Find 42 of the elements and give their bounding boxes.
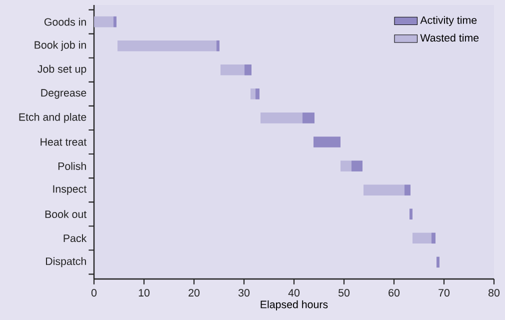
bar (412, 232, 432, 244)
bar (314, 136, 340, 148)
x-tick-label: 0 (91, 289, 97, 297)
bar (114, 16, 117, 28)
bar (436, 256, 440, 268)
bar (220, 64, 245, 76)
bar (250, 88, 256, 100)
bar (352, 160, 362, 172)
x-tick-label: 80 (488, 289, 500, 297)
x-tick-label: 50 (338, 289, 350, 297)
y-tick-label: Book out (45, 210, 87, 218)
x-tick-label: 70 (438, 289, 450, 297)
bar (404, 184, 410, 196)
y-tick-label: Book job in (34, 40, 86, 51)
x-tick-label: 10 (138, 289, 150, 297)
bar (244, 64, 252, 76)
legend-label: Activity time (420, 16, 477, 26)
bar (340, 160, 352, 172)
bar (364, 184, 404, 196)
x-tick-label: 60 (388, 289, 400, 297)
y-tick-label: Inspect (53, 185, 87, 195)
bar (256, 88, 260, 100)
bar (432, 232, 436, 244)
y-tick-label: Goods in (44, 18, 86, 26)
x-tick-label: 30 (238, 289, 250, 297)
y-tick-label: Dispatch (46, 257, 86, 268)
x-axis-title: Elapsed hours (260, 300, 328, 310)
y-tick-label: Etch and plate (19, 112, 86, 123)
x-tick-label: 20 (188, 289, 200, 297)
bar (302, 112, 315, 124)
y-tick-label: Heat treat (40, 138, 87, 146)
y-tick-label: Job set up (38, 64, 86, 75)
bar (118, 40, 217, 52)
bar (94, 16, 114, 28)
y-tick-label: Polish (58, 162, 86, 170)
y-tick-label: Degrease (41, 89, 86, 99)
bar (410, 208, 412, 220)
legend-label: Wasted time (420, 34, 479, 42)
bar (216, 40, 220, 52)
bar (260, 112, 302, 124)
y-tick-label: Pack (64, 234, 87, 242)
x-tick-label: 40 (288, 289, 300, 297)
